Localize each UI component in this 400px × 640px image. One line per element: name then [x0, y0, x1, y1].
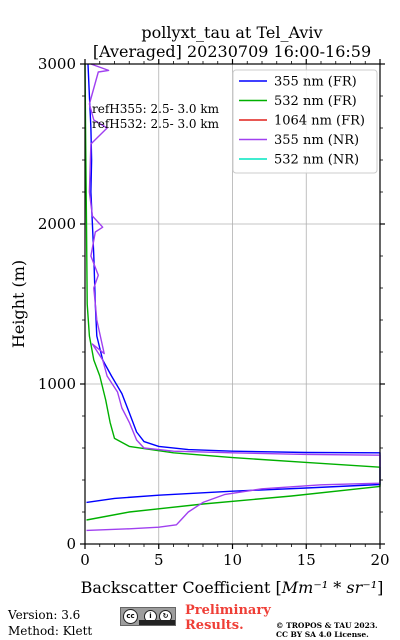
copyright-line2: CC BY SA 4.0 License. [276, 630, 369, 639]
copyright-notice: © TROPOS & TAU 2023. CC BY SA 4.0 Licens… [276, 621, 378, 639]
cc-license-icon: cc i ↻ [120, 607, 176, 626]
series-line-3 [86, 63, 381, 532]
method-text: Method: Klett [8, 624, 93, 638]
legend-label-3: 355 nm (NR) [274, 133, 359, 148]
x-tick-label: 10 [223, 551, 242, 569]
y-tick-label: 1000 [38, 375, 76, 393]
x-tick-label: 15 [297, 551, 316, 569]
legend-label-1: 532 nm (FR) [274, 94, 357, 109]
axis-ticks: 0 5 10 15 20 0 1000 2000 3000 [38, 55, 390, 569]
legend-label-4: 532 nm (NR) [274, 153, 359, 168]
annotation-refh532: refH532: 2.5- 3.0 km [92, 117, 220, 131]
cc-strip [139, 620, 175, 625]
x-axis-label-units: Mm⁻¹ * sr⁻¹ [281, 578, 377, 597]
legend-box [232, 69, 378, 174]
chart-title: pollyxt_tau at Tel_Aviv [141, 23, 322, 42]
preliminary-line1: Preliminary [185, 603, 271, 618]
x-axis-label-text: Backscatter Coefficient [ [81, 578, 282, 597]
x-tick-label: 0 [80, 551, 90, 569]
preliminary-results-label: Preliminary Results. [185, 603, 271, 633]
chart-subtitle: [Averaged] 20230709 16:00-16:59 [93, 42, 371, 61]
y-tick-label: 3000 [38, 55, 76, 73]
y-axis-label: Height (m) [9, 260, 28, 348]
version-text: Version: 3.6 [8, 608, 81, 622]
series-lines [84, 63, 381, 532]
legend-label-0: 355 nm (FR) [274, 75, 357, 90]
x-tick-label: 5 [154, 551, 164, 569]
preliminary-line2: Results. [185, 618, 244, 633]
version-info: Version: 3.6 Method: Klett [8, 607, 92, 639]
series-line-1 [84, 63, 381, 521]
copyright-line1: © TROPOS & TAU 2023. [276, 621, 378, 630]
y-tick-label: 2000 [38, 215, 76, 233]
x-axis-label: Backscatter Coefficient [Mm⁻¹ * sr⁻¹] [81, 578, 384, 597]
x-axis-label-close: ] [377, 578, 383, 597]
x-tick-label: 20 [370, 551, 389, 569]
y-tick-label: 0 [66, 535, 76, 553]
cc-circle-icon: cc [123, 609, 138, 624]
annotation-refh355: refH355: 2.5- 3.0 km [92, 102, 220, 116]
legend-label-2: 1064 nm (FR) [274, 114, 365, 129]
series-line-0 [86, 63, 381, 504]
legend: 355 nm (FR) 532 nm (FR) 1064 nm (FR) 355 nm… [232, 69, 378, 174]
